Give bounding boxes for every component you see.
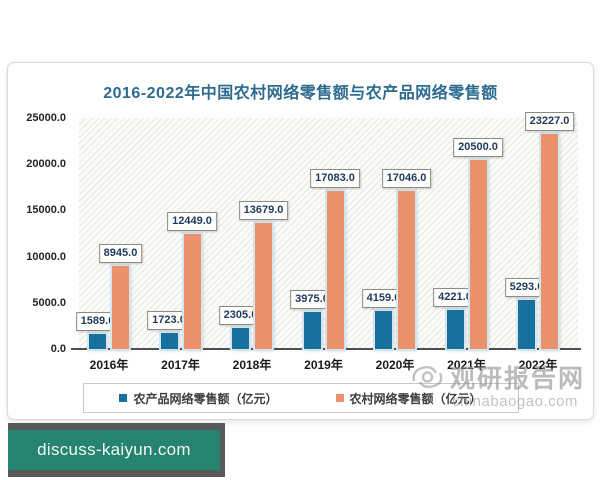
chart-card: 2016-2022年中国农村网络零售额与农产品网络零售额 0.0 5000.0 10… [7, 62, 594, 420]
chart-legend: 农产品网络零售额（亿元） 农村网络零售额（亿元） [82, 383, 519, 413]
chart-title: 2016-2022年中国农村网络零售额与农产品网络零售额 [103, 85, 498, 102]
x-axis-label: 2017年 [161, 358, 200, 372]
value-label: 20500.0 [453, 137, 503, 157]
bar-agri-products-2016年 [89, 334, 106, 349]
legend-swatch [119, 394, 128, 402]
legend-item: 农村网络零售额（亿元） [335, 390, 482, 407]
site-badge: discuss-kaiyun.com [8, 430, 220, 470]
bar-agri-products-2019年 [303, 312, 321, 349]
bar-rural-2020年 [398, 191, 415, 349]
x-axis-line [71, 348, 581, 350]
value-label: 4159.0 [361, 288, 406, 308]
y-tick-label: 20000.0 [26, 158, 66, 171]
y-tick-label: 25000.0 [26, 112, 66, 124]
x-axis-label: 2019年 [304, 358, 343, 372]
value-label: 17083.0 [310, 169, 360, 189]
y-tick-label: 0.0 [50, 343, 66, 355]
bar-rural-2016年 [112, 266, 129, 349]
x-axis-label: 2022年 [518, 358, 558, 372]
value-label: 3975.0 [290, 290, 334, 310]
bar-agri-products-2020年 [375, 310, 392, 349]
bar-rural-2022年 [541, 134, 558, 349]
value-label: 23227.0 [524, 112, 575, 132]
legend-label: 农产品网络零售额（亿元） [133, 391, 278, 406]
y-tick-label: 5000.0 [32, 296, 66, 309]
value-label: 8945.0 [98, 244, 143, 264]
y-tick-label: 10000.0 [26, 250, 66, 263]
value-label: 2305.0 [218, 305, 263, 325]
site-badge-text: discuss-kaiyun.com [37, 440, 191, 459]
bar-rural-2019年 [326, 191, 344, 349]
bar-agri-products-2021年 [446, 309, 464, 349]
legend-swatch [335, 394, 344, 402]
x-axis-label: 2016年 [89, 358, 129, 372]
value-label: 17046.0 [381, 169, 432, 189]
legend-label: 农村网络零售额（亿元） [349, 391, 482, 406]
legend-item: 农产品网络零售额（亿元） [119, 390, 278, 407]
bar-agri-products-2018年 [232, 327, 249, 349]
value-label: 13679.0 [238, 200, 289, 220]
bar-rural-2021年 [469, 159, 487, 349]
x-axis-label: 2021年 [447, 358, 486, 372]
x-axis-label: 2020年 [375, 358, 415, 372]
value-label: 12449.0 [167, 211, 217, 231]
x-axis-label: 2018年 [232, 358, 272, 372]
bar-rural-2017年 [183, 233, 201, 349]
bar-agri-products-2017年 [160, 333, 178, 349]
site-badge-backing: discuss-kaiyun.com [8, 423, 225, 477]
y-tick-label: 15000.0 [26, 204, 66, 217]
value-label: 1723.0 [147, 311, 191, 331]
bar-rural-2018年 [255, 222, 272, 349]
bar-agri-products-2022年 [518, 300, 535, 349]
value-label: 1589.0 [75, 312, 120, 332]
value-label: 4221.0 [433, 287, 477, 307]
